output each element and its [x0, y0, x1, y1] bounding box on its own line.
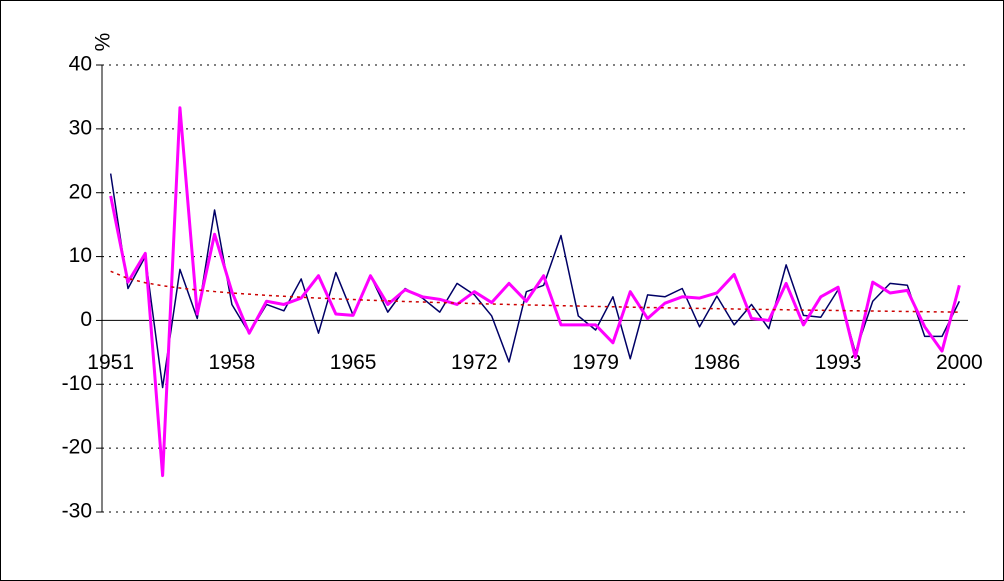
y-tick-label: -20	[62, 436, 92, 459]
x-tick-label: 1993	[815, 351, 862, 374]
x-tick-label: 2000	[936, 351, 983, 374]
series-line	[109, 106, 961, 478]
y-tick-label: 40	[69, 53, 92, 76]
x-tick-label: 1965	[330, 351, 377, 374]
y-tick-label: -30	[62, 500, 92, 523]
x-tick-label: 1979	[572, 351, 619, 374]
y-tick-label: 0	[80, 308, 92, 331]
series-line	[110, 270, 960, 313]
x-tick-label: 1951	[87, 351, 134, 374]
x-tick-label: 1986	[694, 351, 741, 374]
x-tick-label: 1958	[209, 351, 256, 374]
y-axis-label: %	[92, 33, 115, 52]
x-tick-label: 1972	[451, 351, 498, 374]
y-tick-label: -10	[62, 372, 92, 395]
y-tick-label: 20	[69, 180, 92, 203]
y-tick-label: 10	[69, 244, 92, 267]
y-tick-label: 30	[69, 116, 92, 139]
